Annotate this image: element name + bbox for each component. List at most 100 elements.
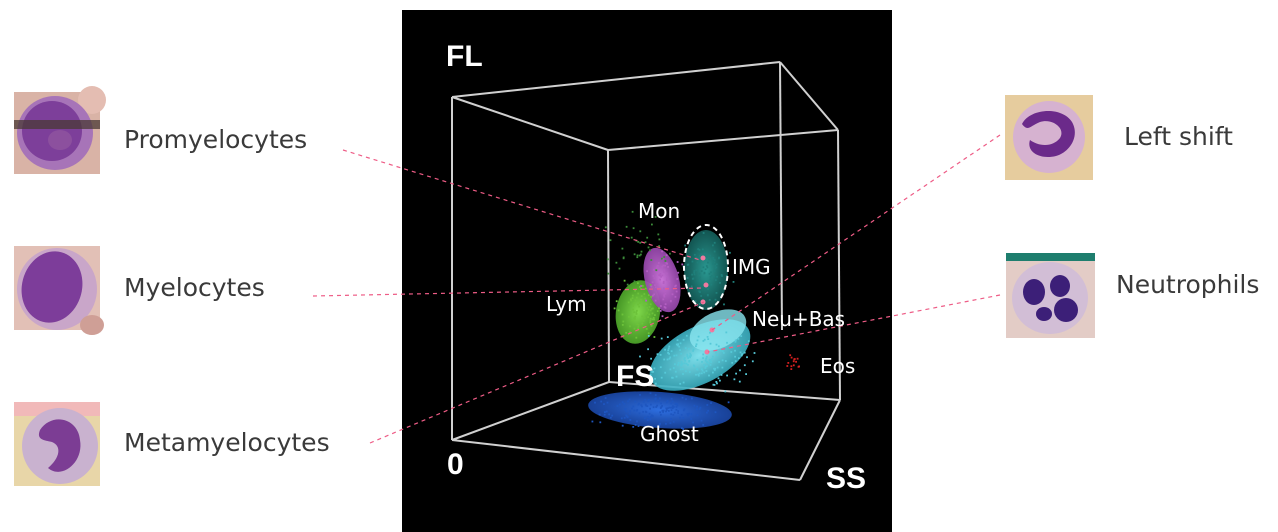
scatter-dot [666, 358, 669, 361]
scatter-dot [722, 352, 725, 354]
scatter-dot [631, 294, 634, 297]
scatter-dot [707, 261, 709, 264]
scatter-dot [650, 285, 653, 288]
scatter-dot [673, 411, 676, 414]
scatter-dot [660, 413, 662, 416]
scatter-dot [690, 418, 693, 420]
scatter-dot [682, 373, 684, 375]
scatter-dot [706, 361, 708, 364]
scatter-dot [637, 403, 640, 406]
scatter-dot [704, 365, 707, 368]
scatter-dot [649, 374, 652, 376]
scatter-dot [647, 400, 650, 402]
scatter-dot [792, 360, 795, 363]
scatter-dot [737, 338, 740, 340]
scatter-dot [714, 264, 717, 267]
scatter-dot [636, 309, 638, 312]
scatter-dot [653, 293, 655, 296]
scatter-dot [651, 223, 653, 226]
scatter-dot [695, 269, 698, 272]
scatter-dot [656, 310, 659, 312]
scatter-dot [657, 262, 660, 264]
scatter-dot [691, 397, 693, 400]
scatter-dot [698, 303, 701, 305]
scatter-dot [625, 415, 628, 417]
leader-promyelocytes [342, 149, 701, 261]
scatter-dot [739, 351, 742, 354]
scatter-dot [688, 347, 690, 350]
scatter-dot [623, 279, 626, 282]
scatter-dot [649, 319, 652, 322]
scatter-dot [652, 370, 655, 373]
scatter-dot [646, 405, 649, 407]
scatter-dot [662, 298, 665, 301]
scatter-dot [636, 254, 639, 257]
scatter-dot [713, 275, 715, 278]
scatter-dot [661, 409, 664, 412]
scatter-dot [688, 371, 691, 373]
scatter-dot [636, 323, 639, 325]
scatter-dot [658, 423, 661, 426]
scatter-dot [643, 293, 646, 295]
scatter-dot [669, 300, 672, 303]
scatter-dot [591, 420, 594, 423]
scatter-dot [623, 402, 626, 405]
scatter-dot [670, 409, 673, 412]
scatter-dot [684, 347, 687, 349]
promyelocyte-image [14, 86, 106, 174]
scatter-dot [634, 315, 637, 318]
scatter-dot [670, 397, 673, 400]
scatter-dot [734, 339, 737, 342]
scatter-dot [669, 356, 672, 359]
scatter-dot [629, 410, 631, 413]
scatter-dot [675, 343, 678, 346]
scatter-dot [626, 416, 629, 419]
scatter-dot [654, 400, 657, 403]
scatter-dot [603, 403, 605, 405]
scatter-dot [708, 299, 711, 301]
scatter-dot [658, 397, 661, 400]
scatter-dot [649, 403, 652, 406]
scatter-dot [700, 372, 703, 375]
scatter-dot [693, 404, 696, 407]
scatter-dot [662, 289, 665, 292]
scatter-dot [646, 270, 648, 273]
scatter-dot [617, 309, 620, 312]
scatter-dot [663, 269, 666, 272]
scatter-dot [660, 337, 663, 340]
scatter-dot [677, 410, 680, 412]
scatter-dot [659, 354, 662, 356]
scatter-dot [686, 353, 689, 356]
scatter-dot [640, 300, 643, 303]
scatter-dot [646, 236, 649, 239]
scatter-dot [600, 400, 603, 403]
scatter-dot [667, 410, 670, 412]
scatter-dot [700, 419, 703, 422]
scatter-dot [649, 418, 652, 421]
scatter-dot [702, 424, 705, 426]
scatter-dot [721, 366, 724, 369]
scatter-dot [667, 347, 670, 350]
scatter-dot [663, 358, 666, 361]
scatter-dot [683, 362, 686, 365]
scatter-dot [658, 274, 661, 276]
scatter-dot [706, 266, 709, 269]
scatter-dot [637, 325, 640, 328]
scatter-dot [711, 358, 713, 360]
scatter-dot [644, 398, 646, 401]
scatter-dot [666, 336, 669, 338]
scatter-dot [654, 382, 657, 385]
scatter-dot [681, 368, 684, 370]
scatter-dot [637, 327, 639, 330]
scatter-dot [606, 401, 609, 404]
scatter-dot [688, 355, 691, 358]
scatter-dot [639, 301, 642, 304]
scatter-dot [665, 410, 667, 413]
scatter-dot [664, 292, 667, 295]
scatter-dot [631, 319, 634, 322]
scatter-dot [715, 381, 718, 383]
scatter-dot [664, 303, 667, 306]
scatter-dot [646, 419, 649, 421]
axis-fl-label: FL [446, 40, 483, 73]
scatter-dot [680, 413, 683, 416]
